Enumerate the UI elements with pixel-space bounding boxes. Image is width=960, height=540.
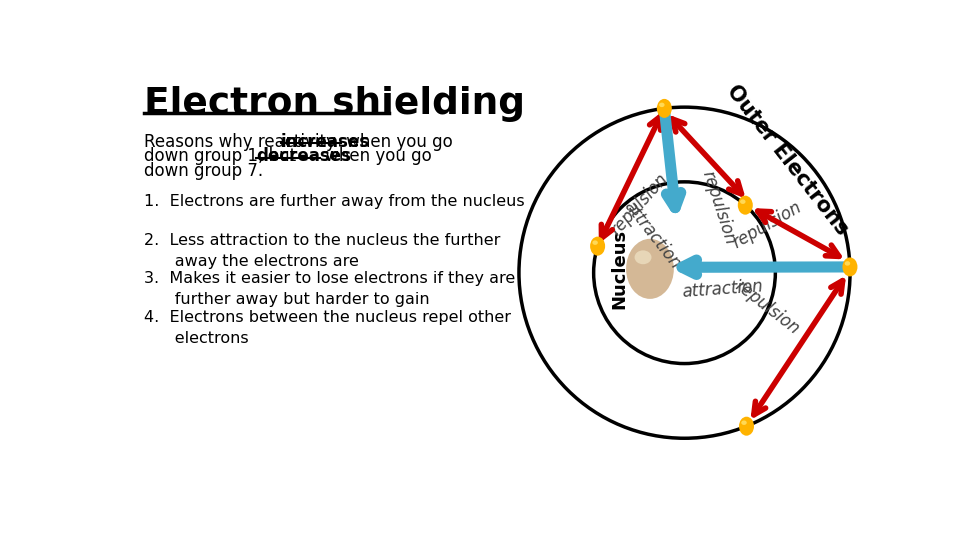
Ellipse shape bbox=[739, 417, 754, 436]
Text: down group 1, but: down group 1, but bbox=[144, 147, 301, 165]
Text: repulsion: repulsion bbox=[732, 276, 803, 338]
Text: when you go: when you go bbox=[341, 132, 453, 151]
Text: 3.  Makes it easier to lose electrons if they are
      further away but harder : 3. Makes it easier to lose electrons if … bbox=[144, 271, 516, 307]
Text: 4.  Electrons between the nucleus repel other
      electrons: 4. Electrons between the nucleus repel o… bbox=[144, 309, 511, 346]
Text: when you go: when you go bbox=[320, 147, 431, 165]
Text: attraction: attraction bbox=[620, 197, 684, 272]
Text: Reasons why reactivity: Reasons why reactivity bbox=[144, 132, 341, 151]
Ellipse shape bbox=[741, 421, 747, 425]
Ellipse shape bbox=[635, 251, 652, 264]
Text: repulsion: repulsion bbox=[730, 199, 804, 252]
Ellipse shape bbox=[740, 199, 746, 204]
Text: Outer Electrons: Outer Electrons bbox=[723, 82, 852, 239]
Text: repulsion: repulsion bbox=[607, 170, 671, 239]
Text: Electron shielding: Electron shielding bbox=[144, 85, 525, 122]
Ellipse shape bbox=[738, 195, 753, 215]
Text: down group 7.: down group 7. bbox=[144, 162, 263, 180]
Ellipse shape bbox=[657, 99, 672, 118]
Ellipse shape bbox=[845, 261, 851, 266]
Ellipse shape bbox=[626, 239, 674, 299]
Text: increases: increases bbox=[281, 132, 371, 151]
Ellipse shape bbox=[843, 258, 857, 276]
Text: repulsion: repulsion bbox=[699, 168, 739, 246]
Text: attraction: attraction bbox=[682, 278, 764, 301]
Text: Nucleus: Nucleus bbox=[611, 229, 628, 309]
Ellipse shape bbox=[660, 103, 664, 107]
Text: 2.  Less attraction to the nucleus the further
      away the electrons are: 2. Less attraction to the nucleus the fu… bbox=[144, 233, 500, 269]
Text: 1.  Electrons are further away from the nucleus: 1. Electrons are further away from the n… bbox=[144, 194, 524, 209]
Text: decreases: decreases bbox=[256, 147, 351, 165]
Ellipse shape bbox=[592, 240, 598, 245]
Ellipse shape bbox=[590, 237, 605, 255]
